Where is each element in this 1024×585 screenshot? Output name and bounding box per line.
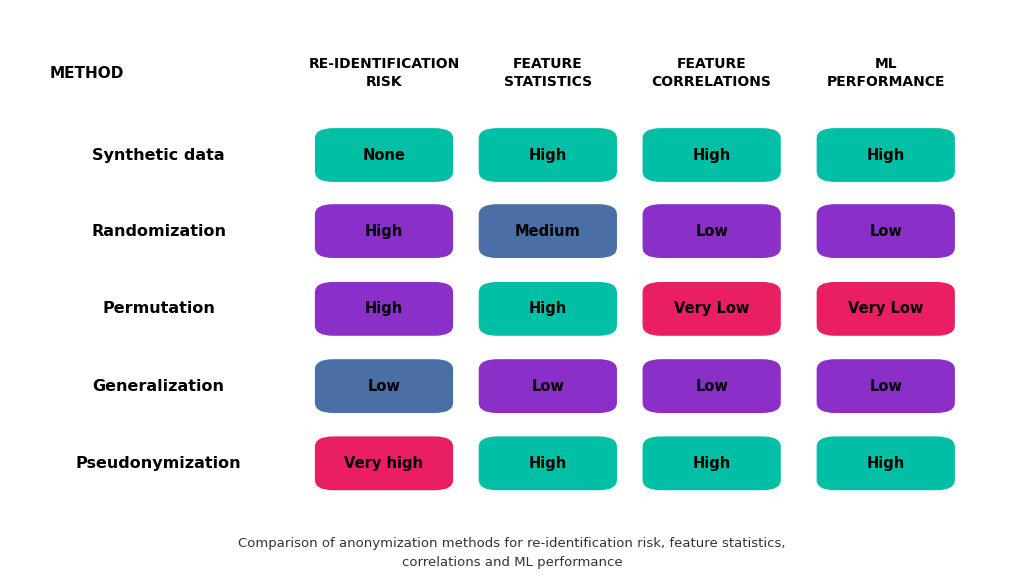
FancyBboxPatch shape <box>315 204 453 258</box>
Text: Permutation: Permutation <box>102 301 215 316</box>
Text: High: High <box>692 456 731 471</box>
FancyBboxPatch shape <box>643 359 780 413</box>
Text: METHOD: METHOD <box>50 66 124 81</box>
Text: Very Low: Very Low <box>848 301 924 316</box>
Text: High: High <box>866 147 905 163</box>
Text: High: High <box>528 147 567 163</box>
FancyBboxPatch shape <box>817 359 954 413</box>
Text: Randomization: Randomization <box>91 223 226 239</box>
FancyBboxPatch shape <box>643 128 780 182</box>
Text: Low: Low <box>695 223 728 239</box>
Text: High: High <box>365 223 403 239</box>
Text: Low: Low <box>531 378 564 394</box>
Text: Very Low: Very Low <box>674 301 750 316</box>
FancyBboxPatch shape <box>479 204 616 258</box>
Text: Low: Low <box>869 223 902 239</box>
Text: Medium: Medium <box>515 223 581 239</box>
Text: High: High <box>692 147 731 163</box>
Text: RE-IDENTIFICATION
RISK: RE-IDENTIFICATION RISK <box>308 57 460 89</box>
FancyBboxPatch shape <box>479 128 616 182</box>
Text: Very high: Very high <box>344 456 424 471</box>
Text: Low: Low <box>368 378 400 394</box>
Text: None: None <box>362 147 406 163</box>
FancyBboxPatch shape <box>643 282 780 336</box>
FancyBboxPatch shape <box>643 204 780 258</box>
Text: Low: Low <box>695 378 728 394</box>
Text: FEATURE
STATISTICS: FEATURE STATISTICS <box>504 57 592 89</box>
FancyBboxPatch shape <box>315 436 453 490</box>
FancyBboxPatch shape <box>817 204 954 258</box>
FancyBboxPatch shape <box>315 359 453 413</box>
Text: Comparison of anonymization methods for re-identification risk, feature statisti: Comparison of anonymization methods for … <box>239 537 785 569</box>
FancyBboxPatch shape <box>817 282 954 336</box>
FancyBboxPatch shape <box>643 436 780 490</box>
Text: High: High <box>528 301 567 316</box>
Text: Pseudonymization: Pseudonymization <box>76 456 242 471</box>
FancyBboxPatch shape <box>315 282 453 336</box>
FancyBboxPatch shape <box>315 128 453 182</box>
FancyBboxPatch shape <box>817 436 954 490</box>
Text: Low: Low <box>869 378 902 394</box>
FancyBboxPatch shape <box>479 436 616 490</box>
Text: ML
PERFORMANCE: ML PERFORMANCE <box>826 57 945 89</box>
Text: High: High <box>866 456 905 471</box>
Text: FEATURE
CORRELATIONS: FEATURE CORRELATIONS <box>651 57 772 89</box>
FancyBboxPatch shape <box>479 359 616 413</box>
Text: High: High <box>528 456 567 471</box>
Text: Generalization: Generalization <box>93 378 224 394</box>
FancyBboxPatch shape <box>817 128 954 182</box>
Text: Synthetic data: Synthetic data <box>92 147 225 163</box>
FancyBboxPatch shape <box>479 282 616 336</box>
Text: High: High <box>365 301 403 316</box>
